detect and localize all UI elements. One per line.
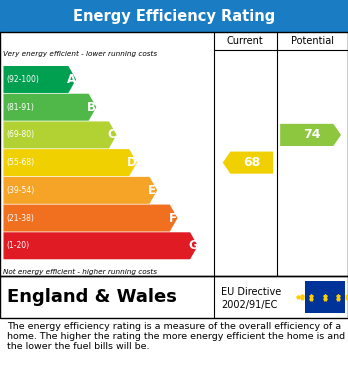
Text: (69-80): (69-80) bbox=[6, 131, 34, 140]
Text: G: G bbox=[188, 239, 198, 252]
Polygon shape bbox=[280, 124, 341, 146]
Polygon shape bbox=[3, 149, 137, 176]
Text: EU Directive: EU Directive bbox=[221, 287, 281, 297]
Bar bbox=[304, 282, 345, 313]
Text: A: A bbox=[66, 73, 76, 86]
Polygon shape bbox=[3, 177, 157, 204]
Text: Not energy efficient - higher running costs: Not energy efficient - higher running co… bbox=[3, 269, 158, 275]
Text: Very energy efficient - lower running costs: Very energy efficient - lower running co… bbox=[3, 51, 158, 57]
Text: Current: Current bbox=[227, 36, 264, 46]
Text: C: C bbox=[108, 128, 116, 142]
Text: The energy efficiency rating is a measure of the overall efficiency of a home. T: The energy efficiency rating is a measur… bbox=[7, 322, 345, 352]
Text: (55-68): (55-68) bbox=[6, 158, 34, 167]
Text: F: F bbox=[169, 212, 177, 224]
Text: 68: 68 bbox=[244, 156, 261, 169]
Polygon shape bbox=[223, 152, 273, 174]
Polygon shape bbox=[3, 66, 76, 93]
Text: Energy Efficiency Rating: Energy Efficiency Rating bbox=[73, 9, 275, 23]
Text: Potential: Potential bbox=[291, 36, 334, 46]
Polygon shape bbox=[3, 122, 117, 149]
Text: E: E bbox=[148, 184, 156, 197]
Polygon shape bbox=[3, 232, 198, 259]
Text: (21-38): (21-38) bbox=[6, 213, 34, 222]
Text: (1-20): (1-20) bbox=[6, 241, 29, 250]
Polygon shape bbox=[3, 94, 96, 121]
Text: 2002/91/EC: 2002/91/EC bbox=[221, 300, 277, 310]
Text: 74: 74 bbox=[303, 128, 321, 142]
Text: B: B bbox=[87, 101, 96, 114]
Text: (81-91): (81-91) bbox=[6, 103, 34, 112]
Polygon shape bbox=[3, 204, 177, 231]
Text: D: D bbox=[127, 156, 137, 169]
Text: (39-54): (39-54) bbox=[6, 186, 34, 195]
Text: (92-100): (92-100) bbox=[6, 75, 39, 84]
Text: England & Wales: England & Wales bbox=[7, 288, 177, 306]
